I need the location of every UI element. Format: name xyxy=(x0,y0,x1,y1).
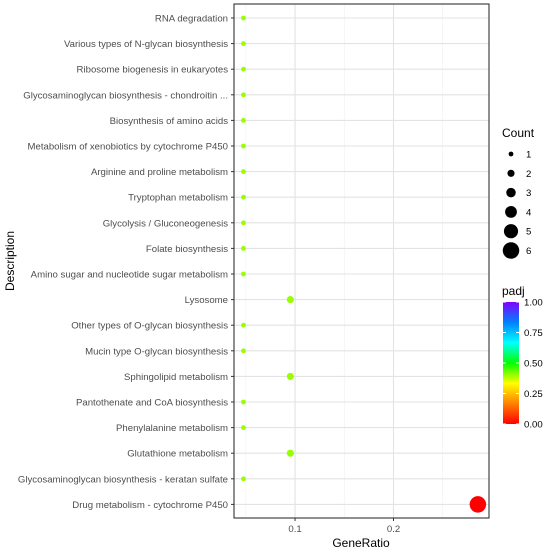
data-point xyxy=(241,348,246,354)
count-legend-title: Count xyxy=(502,126,535,140)
data-point xyxy=(241,118,246,123)
data-point xyxy=(241,271,246,277)
data-point xyxy=(241,15,246,21)
count-legend-key xyxy=(507,169,515,177)
data-point xyxy=(241,66,246,72)
y-tick-label: Ribosome biogenesis in eukaryotes xyxy=(77,65,229,76)
y-tick-label: Arginine and proline metabolism xyxy=(91,167,228,178)
count-legend-key xyxy=(506,187,516,198)
data-point xyxy=(241,92,246,98)
x-tick-label: 0.1 xyxy=(288,524,301,535)
y-tick-label: Tryptophan metabolism xyxy=(128,193,228,204)
y-tick-label: Glutathione metabolism xyxy=(127,449,228,460)
count-legend-key xyxy=(505,205,517,218)
y-tick-label: Amino sugar and nucleotide sugar metabol… xyxy=(31,270,228,281)
y-tick-label: RNA degradation xyxy=(155,14,228,25)
grid-layer xyxy=(234,4,489,518)
y-tick-label: Phenylalanine metabolism xyxy=(116,423,228,434)
y-tick-label: Various types of N-glycan biosynthesis xyxy=(64,39,228,50)
y-tick-label: Other types of O-glycan biosynthesis xyxy=(71,321,228,332)
y-tick-label: Glycolysis / Gluconeogenesis xyxy=(103,218,229,229)
count-legend-label: 4 xyxy=(526,207,532,218)
y-tick-label: Lysosome xyxy=(185,295,228,306)
data-point xyxy=(241,399,246,405)
x-tick-label: 0.2 xyxy=(387,524,400,535)
padj-legend: padj 1.00 0.75 0.50 0.25 0.00 xyxy=(502,284,543,431)
padj-tick-label: 0.00 xyxy=(524,420,543,431)
y-tick-label: Drug metabolism - cytochrome P450 xyxy=(72,500,228,511)
y-tick-label: Glycosaminoglycan biosynthesis - keratan… xyxy=(18,474,228,485)
data-point xyxy=(241,143,246,149)
count-legend-label: 2 xyxy=(526,169,531,180)
data-point xyxy=(241,476,246,482)
plot-border xyxy=(233,3,490,519)
y-tick-label: Biosynthesis of amino acids xyxy=(110,116,229,127)
count-legend: Count 1 2 3 4 5 6 xyxy=(502,126,535,259)
padj-tick-label: 1.00 xyxy=(524,298,543,309)
data-point xyxy=(241,220,246,226)
data-point xyxy=(469,496,487,513)
count-legend-key xyxy=(508,151,514,157)
padj-tick-label: 0.50 xyxy=(524,359,543,370)
data-point xyxy=(286,372,294,380)
y-tick-label: Glycosaminoglycan biosynthesis - chondro… xyxy=(23,90,228,101)
x-axis-title: GeneRatio xyxy=(332,536,390,550)
data-point xyxy=(241,41,246,46)
padj-colorbar xyxy=(503,302,519,424)
y-tick-label: Pantothenate and CoA biosynthesis xyxy=(76,398,228,409)
points-layer xyxy=(241,15,487,513)
y-axis-title: Description xyxy=(3,231,17,291)
padj-tick-label: 0.75 xyxy=(524,328,543,339)
count-legend-label: 6 xyxy=(526,246,531,257)
y-tick-label: Sphingolipid metabolism xyxy=(124,372,228,383)
y-tick-label: Folate biosynthesis xyxy=(146,244,228,255)
count-legend-key xyxy=(503,224,519,239)
data-point xyxy=(241,425,246,430)
data-point xyxy=(241,246,246,251)
plot-panel xyxy=(234,4,489,518)
data-point xyxy=(241,169,246,175)
y-tick-label: Mucin type O-glycan biosynthesis xyxy=(85,346,228,357)
data-point xyxy=(286,296,294,304)
padj-tick-label: 0.25 xyxy=(524,389,543,400)
y-axis: RNA degradation Various types of N-glycan… xyxy=(18,14,234,511)
count-legend-label: 5 xyxy=(526,227,531,238)
padj-legend-title: padj xyxy=(502,284,525,298)
x-axis: 0.1 0.2 xyxy=(288,518,400,535)
count-legend-label: 1 xyxy=(526,150,531,161)
y-tick-label: Metabolism of xenobiotics by cytochrome … xyxy=(28,142,229,153)
data-point xyxy=(241,322,246,328)
count-legend-label: 3 xyxy=(526,188,531,199)
count-legend-key xyxy=(502,242,520,259)
data-point xyxy=(286,449,294,457)
data-point xyxy=(241,194,246,200)
